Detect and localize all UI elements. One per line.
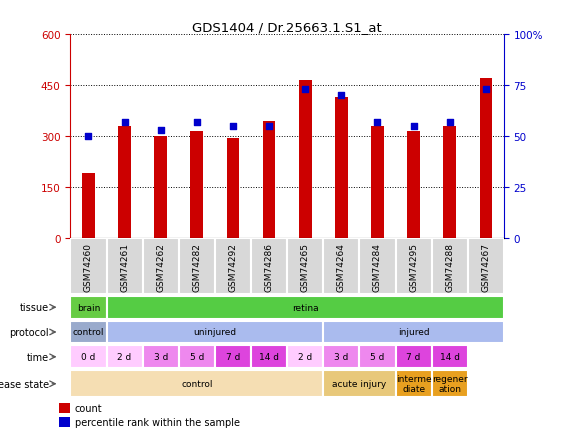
Text: uninjured: uninjured: [193, 328, 236, 337]
Text: 5 d: 5 d: [370, 352, 385, 362]
Text: GSM74260: GSM74260: [84, 242, 93, 291]
Bar: [480, 79, 492, 238]
Bar: [70, 238, 106, 295]
Text: GSM74284: GSM74284: [373, 242, 382, 291]
Bar: [287, 238, 323, 295]
Bar: [323, 321, 504, 344]
Point: [481, 86, 490, 93]
Bar: [432, 345, 468, 368]
Text: 2 d: 2 d: [118, 352, 132, 362]
Bar: [179, 238, 215, 295]
Point: [84, 133, 93, 140]
Text: disease state: disease state: [0, 379, 48, 389]
Text: GSM74265: GSM74265: [301, 242, 310, 291]
Bar: [395, 345, 432, 368]
Bar: [323, 345, 359, 368]
Text: 3 d: 3 d: [154, 352, 168, 362]
Bar: [299, 81, 311, 238]
Text: GSM74286: GSM74286: [265, 242, 274, 291]
Text: 7 d: 7 d: [226, 352, 240, 362]
Bar: [395, 238, 432, 295]
Bar: [251, 238, 287, 295]
Bar: [432, 238, 468, 295]
Text: time: time: [26, 352, 48, 362]
Bar: [70, 345, 106, 368]
Bar: [179, 345, 215, 368]
Point: [229, 123, 238, 130]
Point: [337, 92, 346, 99]
Text: 0 d: 0 d: [81, 352, 96, 362]
Text: GSM74267: GSM74267: [481, 242, 490, 291]
Title: GDS1404 / Dr.25663.1.S1_at: GDS1404 / Dr.25663.1.S1_at: [192, 20, 382, 33]
Text: retina: retina: [292, 303, 319, 312]
Bar: [106, 321, 323, 344]
Point: [156, 127, 165, 134]
Bar: [263, 121, 275, 238]
Point: [445, 119, 454, 126]
Bar: [323, 238, 359, 295]
Text: GSM74295: GSM74295: [409, 242, 418, 291]
Bar: [142, 345, 179, 368]
Text: 3 d: 3 d: [334, 352, 348, 362]
Bar: [106, 238, 142, 295]
Bar: [190, 132, 203, 238]
Text: GSM74282: GSM74282: [193, 242, 202, 291]
Text: control: control: [181, 379, 213, 388]
Text: brain: brain: [77, 303, 100, 312]
Text: percentile rank within the sample: percentile rank within the sample: [75, 417, 240, 427]
Bar: [118, 126, 131, 238]
Bar: [70, 321, 106, 344]
Point: [409, 123, 418, 130]
Bar: [371, 126, 384, 238]
Text: injured: injured: [397, 328, 430, 337]
Bar: [395, 370, 432, 398]
Point: [120, 119, 129, 126]
Bar: [70, 296, 106, 319]
Bar: [335, 98, 347, 238]
Bar: [359, 238, 395, 295]
Bar: [154, 136, 167, 238]
Point: [301, 86, 310, 93]
Text: acute injury: acute injury: [332, 379, 387, 388]
Point: [193, 119, 202, 126]
Bar: [407, 132, 420, 238]
Bar: [359, 345, 395, 368]
Text: count: count: [75, 403, 102, 413]
Text: 2 d: 2 d: [298, 352, 312, 362]
Bar: [468, 238, 504, 295]
Bar: [432, 370, 468, 398]
Text: GSM74288: GSM74288: [445, 242, 454, 291]
Text: protocol: protocol: [9, 327, 48, 337]
Bar: [106, 345, 142, 368]
Text: 14 d: 14 d: [259, 352, 279, 362]
Bar: [59, 403, 70, 413]
Text: 7 d: 7 d: [406, 352, 421, 362]
Text: 5 d: 5 d: [190, 352, 204, 362]
Text: 14 d: 14 d: [440, 352, 460, 362]
Text: interme
diate: interme diate: [396, 374, 431, 394]
Text: control: control: [73, 328, 104, 337]
Bar: [251, 345, 287, 368]
Text: GSM74261: GSM74261: [120, 242, 129, 291]
Bar: [215, 345, 251, 368]
Bar: [215, 238, 251, 295]
Bar: [444, 126, 456, 238]
Text: regener
ation: regener ation: [432, 374, 467, 394]
Text: GSM74292: GSM74292: [229, 242, 238, 291]
Bar: [82, 174, 95, 238]
Bar: [287, 345, 323, 368]
Text: GSM74264: GSM74264: [337, 242, 346, 291]
Bar: [323, 370, 395, 398]
Bar: [142, 238, 179, 295]
Bar: [227, 138, 239, 238]
Point: [373, 119, 382, 126]
Bar: [59, 417, 70, 427]
Point: [265, 123, 274, 130]
Text: tissue: tissue: [20, 302, 48, 312]
Bar: [70, 370, 323, 398]
Text: GSM74262: GSM74262: [156, 242, 165, 291]
